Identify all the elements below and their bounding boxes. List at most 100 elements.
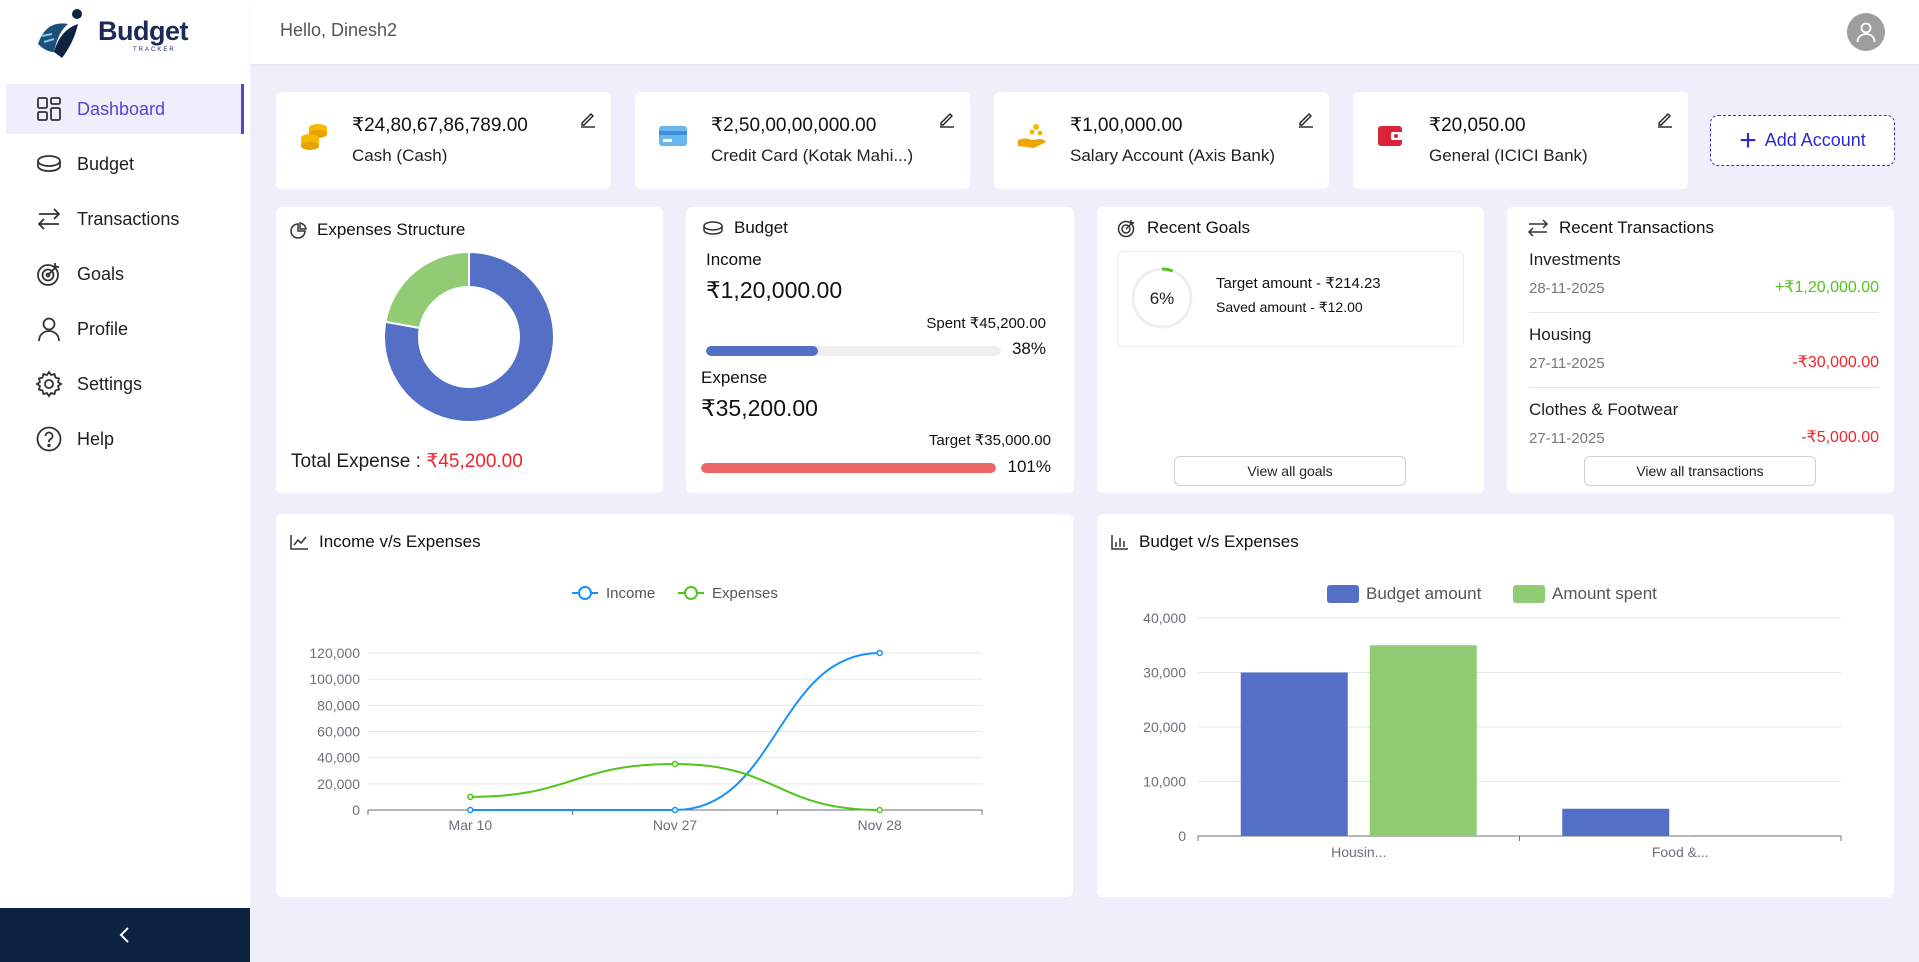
donut-slice-other[interactable] — [384, 251, 470, 330]
panel-title: Income v/s Expenses — [290, 532, 481, 552]
account-amount: ₹2,50,00,00,000.00 — [711, 115, 877, 136]
budget-title: Budget — [734, 218, 788, 237]
account-name: Cash (Cash) — [352, 146, 448, 165]
app-logo[interactable]: Budget TRACKER — [32, 6, 192, 62]
account-card[interactable]: ₹1,00,000.00 Salary Account (Axis Bank) — [994, 92, 1329, 189]
transaction-amount: -₹5,000.00 — [1801, 429, 1879, 446]
y-tick-label: 100,000 — [309, 671, 360, 687]
panel-title: Budget — [702, 218, 788, 238]
sidebar-collapse-button[interactable] — [0, 908, 250, 962]
donut-slice-housing[interactable] — [383, 251, 555, 423]
target-percent: 101% — [1007, 457, 1051, 476]
bar-amount-spent[interactable] — [1369, 645, 1477, 836]
transaction-date: 27-11-2025 — [1529, 355, 1605, 372]
income-vs-expenses-title: Income v/s Expenses — [319, 532, 481, 551]
avatar[interactable] — [1847, 13, 1885, 51]
sidebar-item-label: Transactions — [77, 208, 180, 229]
panel-title: Budget v/s Expenses — [1111, 532, 1299, 552]
add-account-button[interactable]: + Add Account — [1710, 115, 1895, 166]
edit-icon[interactable] — [1297, 110, 1315, 128]
x-tick-label: Housin... — [1331, 844, 1386, 860]
account-name: Credit Card (Kotak Mahi...) — [711, 146, 914, 165]
goals-icon — [1117, 220, 1135, 238]
account-card[interactable]: ₹20,050.00 General (ICICI Bank) — [1353, 92, 1688, 189]
sidebar-item-label: Dashboard — [77, 98, 166, 119]
view-all-transactions-button[interactable]: View all transactions — [1584, 456, 1816, 486]
data-point — [876, 806, 883, 814]
wallet-icon — [1378, 126, 1403, 146]
settings-icon — [34, 369, 64, 399]
sidebar-item-budget[interactable]: Budget — [6, 139, 244, 189]
budget-icon — [34, 149, 64, 179]
credit-card-icon — [659, 126, 687, 146]
bar-budget-amount[interactable] — [1240, 672, 1348, 837]
recent-goals-title: Recent Goals — [1147, 218, 1250, 237]
target-label: Target ₹35,000.00 — [928, 432, 1051, 449]
goal-saved: Saved amount - ₹12.00 — [1216, 299, 1363, 315]
data-point — [671, 806, 679, 814]
expense-value: ₹35,200.00 — [701, 395, 818, 421]
edit-icon[interactable] — [579, 110, 597, 128]
expenses-structure-title: Expenses Structure — [317, 220, 466, 239]
divider — [1529, 387, 1879, 388]
bar-amount-spent[interactable] — [1691, 835, 1799, 836]
transaction-row[interactable]: Housing 27-11-2025 -₹30,000.00 — [1529, 325, 1879, 400]
income-vs-expenses-chart: Income Expenses 0 20,000 40,000 60,000 80,000 1… — [309, 585, 983, 833]
income-label: Income — [706, 250, 762, 269]
view-all-goals-button[interactable]: View all goals — [1174, 456, 1406, 486]
sidebar-item-settings[interactable]: Settings — [6, 359, 244, 409]
panel-title: Recent Goals — [1117, 218, 1250, 238]
sidebar-item-profile[interactable]: Profile — [6, 304, 244, 354]
transactions-icon — [34, 204, 64, 234]
income-value: ₹1,20,000.00 — [706, 277, 843, 303]
account-card[interactable]: ₹24,80,67,86,789.00 Cash (Cash) — [276, 92, 611, 189]
help-icon — [34, 424, 64, 454]
legend-item-budget-amount[interactable]: Budget amount — [1327, 584, 1482, 603]
total-expense-label: Total Expense : — [291, 451, 427, 472]
y-tick-label: 80,000 — [317, 697, 360, 713]
budget-icon — [703, 221, 723, 235]
x-tick-label: Mar 10 — [449, 817, 493, 833]
account-amount: ₹20,050.00 — [1429, 115, 1526, 136]
goals-icon — [34, 259, 64, 289]
data-point — [467, 793, 474, 801]
account-amount: ₹24,80,67,86,789.00 — [352, 115, 528, 136]
recent-transactions-title: Recent Transactions — [1559, 218, 1714, 237]
sidebar-item-label: Help — [77, 428, 115, 449]
budget-vs-expenses-chart: Budget amount Amount spent 0 10,000 20,000 30… — [1143, 584, 1842, 860]
sidebar-item-transactions[interactable]: Transactions — [6, 194, 244, 244]
sidebar-item-dashboard[interactable]: Dashboard — [6, 84, 244, 134]
transaction-row[interactable]: Clothes & Footwear 27-11-2025 -₹5,000.00 — [1529, 400, 1879, 475]
y-tick-label: 120,000 — [309, 645, 360, 661]
transaction-date: 28-11-2025 — [1529, 280, 1605, 297]
spent-label: Spent ₹45,200.00 — [926, 315, 1046, 332]
transaction-date: 27-11-2025 — [1529, 430, 1605, 447]
sidebar-nav: Dashboard Budget Transactions Goals Prof… — [6, 84, 244, 469]
bar-budget-amount[interactable] — [1562, 808, 1670, 836]
legend-label: Budget amount — [1366, 584, 1482, 603]
sidebar-item-goals[interactable]: Goals — [6, 249, 244, 299]
y-tick-label: 30,000 — [1143, 665, 1186, 681]
sidebar-item-label: Budget — [77, 153, 135, 174]
legend-item-amount-spent[interactable]: Amount spent — [1513, 584, 1657, 603]
user-icon — [1856, 22, 1876, 43]
profile-icon — [34, 314, 64, 344]
data-point — [671, 760, 679, 768]
bar-chart-icon — [1111, 535, 1128, 550]
legend-item-income[interactable]: Income — [572, 585, 655, 602]
transaction-row[interactable]: Investments 28-11-2025 +₹1,20,000.00 — [1529, 250, 1879, 325]
legend-item-expenses[interactable]: Expenses — [678, 585, 778, 602]
coins-icon — [301, 124, 327, 150]
account-card[interactable]: ₹2,50,00,00,000.00 Credit Card (Kotak Ma… — [635, 92, 970, 189]
transaction-name: Investments — [1529, 250, 1621, 269]
edit-icon[interactable] — [938, 110, 956, 128]
recent-transactions-panel: Recent Transactions Investments 28-11-20… — [1507, 207, 1894, 493]
goal-progress-arc — [1131, 267, 1193, 329]
panel-title: Recent Transactions — [1527, 218, 1714, 238]
edit-icon[interactable] — [1656, 110, 1674, 128]
spent-progress-bar — [706, 346, 1001, 356]
data-point — [467, 806, 474, 814]
account-name: Salary Account (Axis Bank) — [1070, 146, 1276, 165]
sidebar-item-help[interactable]: Help — [6, 414, 244, 464]
goal-card[interactable]: 6% Target amount - ₹214.23 Saved amount … — [1117, 251, 1464, 347]
